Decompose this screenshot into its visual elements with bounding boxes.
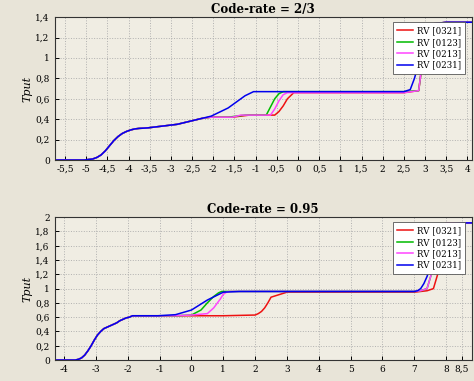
Y-axis label: Tput: Tput — [22, 275, 33, 302]
Title: Code-rate = 0.95: Code-rate = 0.95 — [207, 203, 319, 216]
Legend: RV [0321], RV [0123], RV [0213], RV [0231]: RV [0321], RV [0123], RV [0213], RV [023… — [392, 22, 465, 74]
Y-axis label: Tput: Tput — [22, 75, 33, 102]
Title: Code-rate = 2/3: Code-rate = 2/3 — [211, 3, 315, 16]
Legend: RV [0321], RV [0123], RV [0213], RV [0231]: RV [0321], RV [0123], RV [0213], RV [023… — [392, 222, 465, 274]
